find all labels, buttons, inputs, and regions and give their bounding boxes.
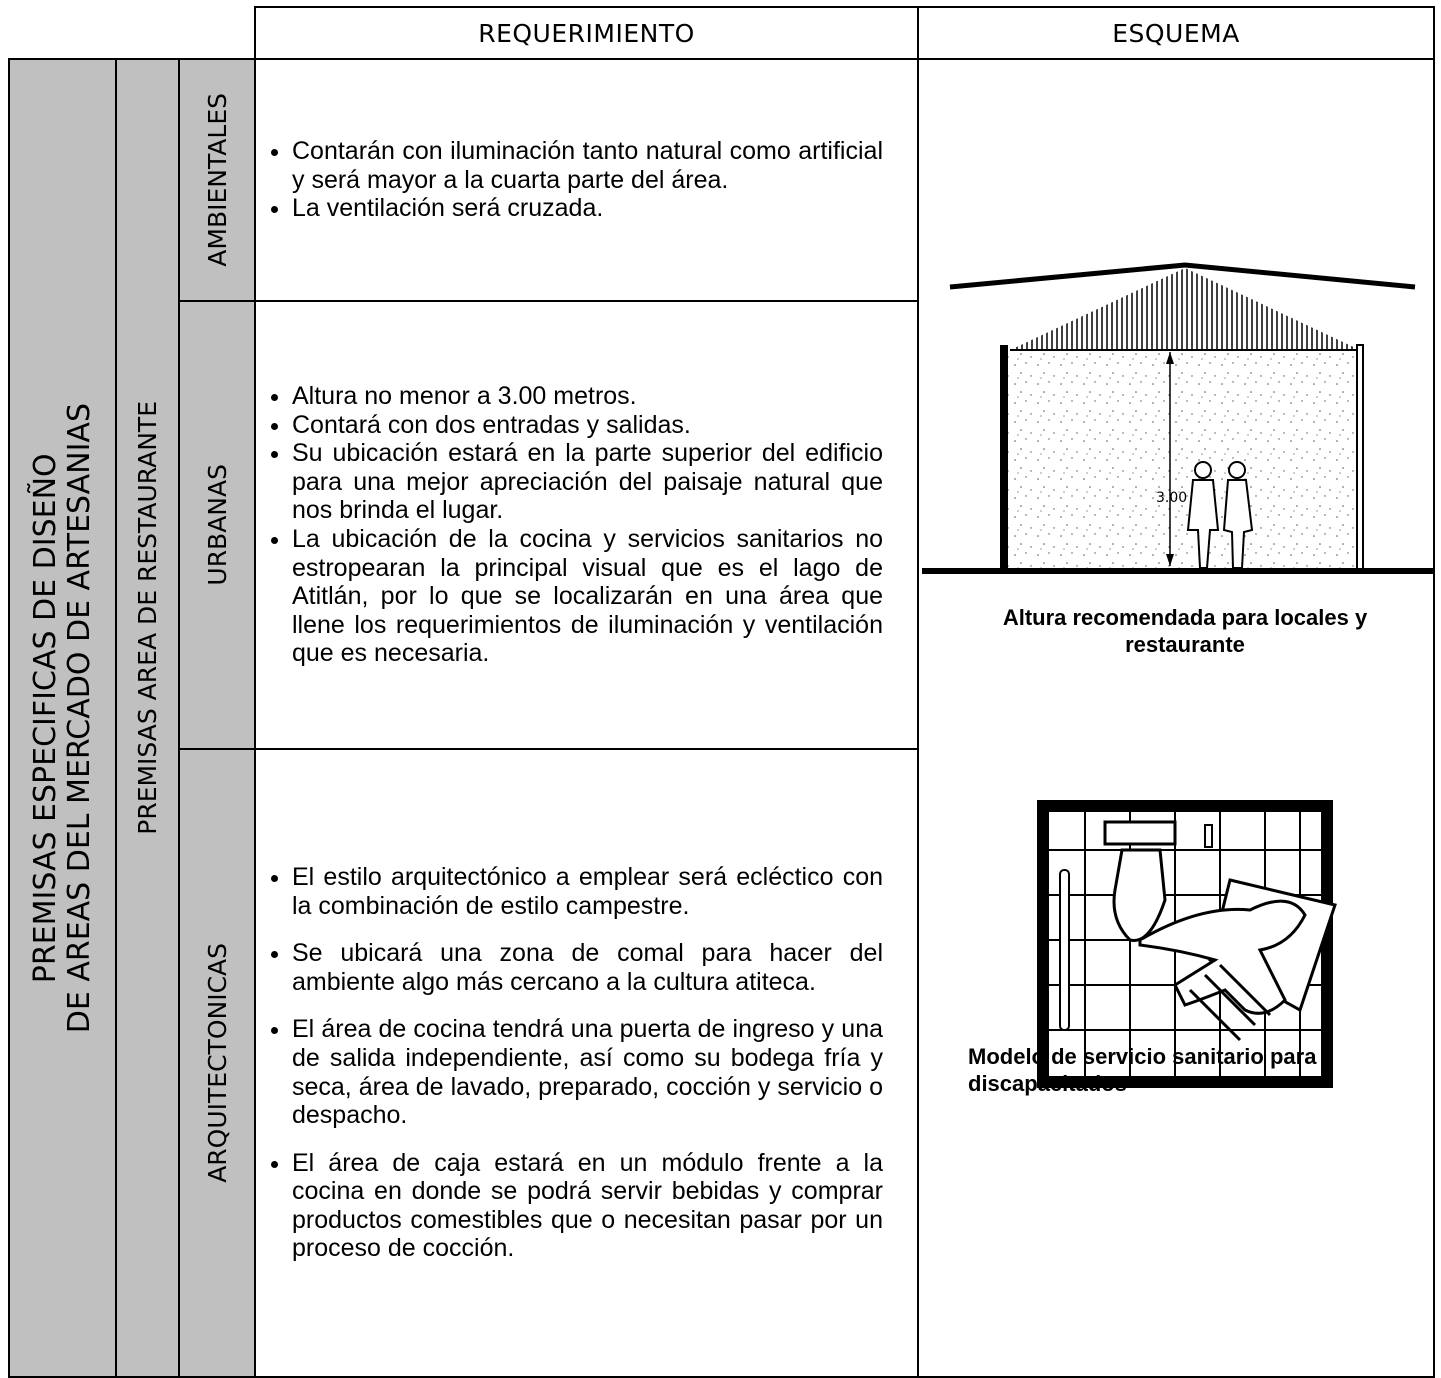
header-text: ESQUEMA	[1112, 18, 1240, 48]
requirement-item: El área de cocina tendrá una puerta de i…	[292, 1015, 883, 1129]
requirement-item: El área de caja estará en un módulo fren…	[292, 1149, 883, 1263]
title: PREMISAS ESPECIFICAS DE DISEÑO DE AREAS …	[27, 402, 97, 1034]
section-label: ARQUITECTONICAS	[202, 943, 232, 1183]
requirement-item: Contarán con iluminación tanto natural c…	[292, 137, 883, 194]
header-cell: REQUERIMIENTO	[254, 6, 919, 60]
requirement-item: Se ubicará una zona de comal para hacer …	[292, 939, 883, 996]
requirement-item: La ubicación de la cocina y servicios sa…	[292, 525, 883, 668]
title-line: PREMISAS ESPECIFICAS DE DISEÑO	[27, 453, 63, 983]
requirement-list: El estilo arquitectónico a emplear será …	[262, 863, 883, 1263]
subtitle-cell: PREMISAS AREA DE RESTAURANTE	[115, 58, 180, 1378]
section-label-cell: URBANAS	[178, 300, 256, 750]
figure-caption: Modelo de servicio sanitario para discap…	[968, 1044, 1317, 1096]
subtitle: PREMISAS AREA DE RESTAURANTE	[133, 401, 162, 835]
scheme-cell	[917, 58, 1435, 1378]
section-label-cell: ARQUITECTONICAS	[178, 748, 256, 1378]
header-text: REQUERIMIENTO	[478, 18, 695, 48]
title-line: DE AREAS DEL MERCADO DE ARTESANIAS	[61, 402, 97, 1034]
title-cell: PREMISAS ESPECIFICAS DE DISEÑO DE AREAS …	[8, 58, 117, 1378]
requirement-cell: Contarán con iluminación tanto natural c…	[254, 58, 919, 302]
requirement-cell: Altura no menor a 3.00 metros.Contará co…	[254, 300, 919, 750]
section-label-cell: AMBIENTALES	[178, 58, 256, 302]
section-label: URBANAS	[202, 464, 232, 586]
requirement-item: Contará con dos entradas y salidas.	[292, 411, 883, 440]
figure-caption: Altura recomendada para locales y restau…	[1002, 605, 1368, 657]
requirement-item: La ventilación será cruzada.	[292, 194, 883, 223]
header-cell: ESQUEMA	[917, 6, 1435, 60]
section-label: AMBIENTALES	[202, 93, 232, 267]
requirement-cell: El estilo arquitectónico a emplear será …	[254, 748, 919, 1378]
requirement-item: Su ubicación estará en la parte superior…	[292, 439, 883, 525]
requirement-item: El estilo arquitectónico a emplear será …	[292, 863, 883, 920]
requirement-list: Altura no menor a 3.00 metros.Contará co…	[262, 382, 883, 668]
requirement-item: Altura no menor a 3.00 metros.	[292, 382, 883, 411]
requirement-list: Contarán con iluminación tanto natural c…	[262, 137, 883, 223]
